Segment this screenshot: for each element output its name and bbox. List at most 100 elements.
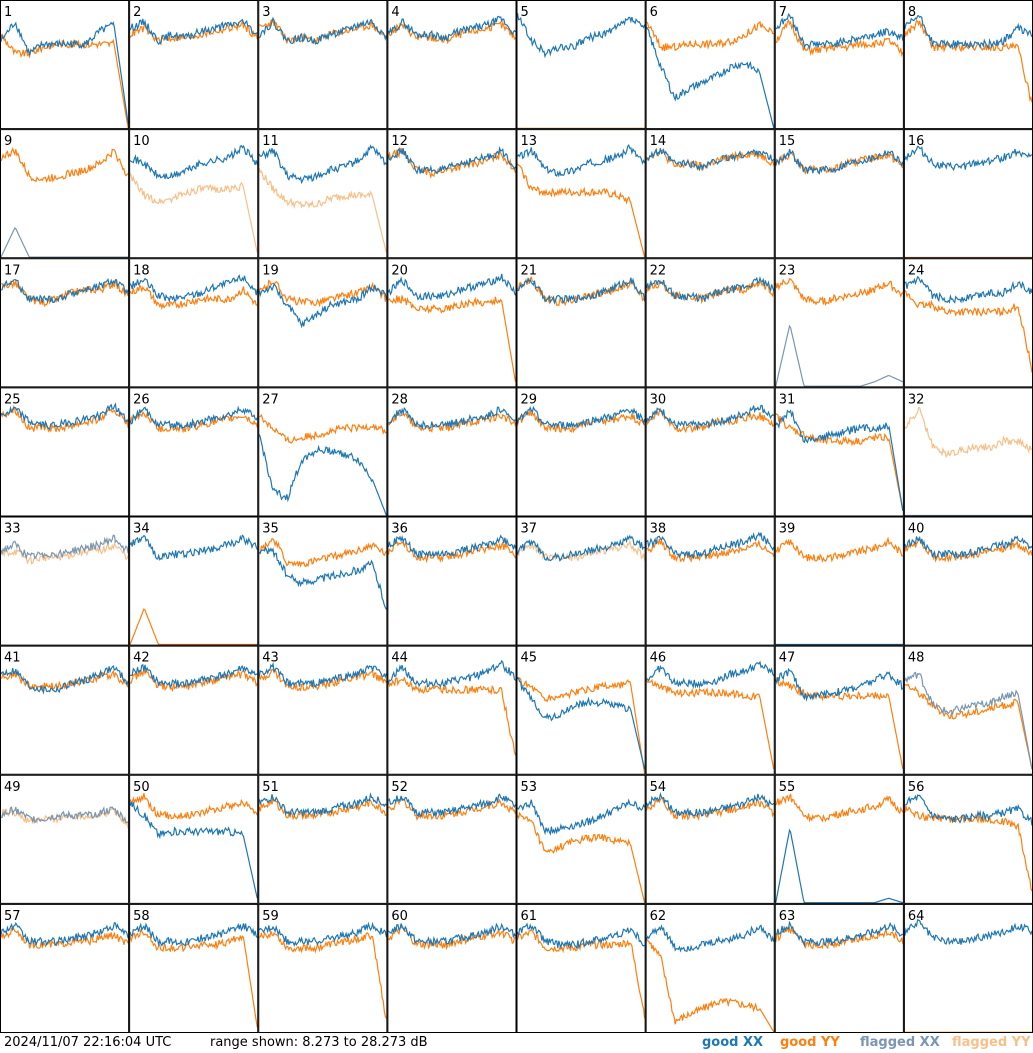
series-xx-62: [646, 924, 775, 953]
series-yy-28: [388, 411, 517, 434]
panel-64: 64: [903, 903, 1033, 1033]
series-xx-47: [775, 667, 904, 702]
panel-label-64: 64: [908, 909, 925, 924]
panel-label-35: 35: [262, 522, 279, 537]
panel-label-50: 50: [133, 780, 150, 795]
series-xx-5: [516, 13, 646, 59]
panel-54: 54: [645, 774, 775, 904]
series-xx-57: [0, 922, 129, 947]
series-yy-1: [0, 33, 129, 129]
series-xx-43: [258, 661, 387, 689]
series-yy-57: [0, 927, 129, 950]
panel-border-11: [258, 129, 388, 259]
series-xx-35: [258, 545, 387, 610]
panel-label-15: 15: [779, 134, 796, 149]
panel-56: 56: [903, 774, 1033, 904]
panel-39: 39: [774, 516, 904, 646]
range-label: range shown: 8.273 to 28.273 dB: [210, 1035, 428, 1050]
panel-label-20: 20: [391, 263, 408, 278]
panel-label-12: 12: [391, 134, 408, 149]
series-yy-32: [904, 406, 1033, 459]
panel-29: 29: [516, 387, 646, 517]
panel-label-18: 18: [133, 263, 150, 278]
series-xx-20: [387, 273, 517, 301]
panel-label-45: 45: [521, 651, 538, 666]
series-xx-13: [517, 144, 646, 178]
series-yy-43: [258, 668, 387, 692]
series-yy-3: [259, 19, 387, 45]
panel-border-41: [0, 645, 130, 775]
panel-label-8: 8: [908, 5, 916, 20]
panel-border-6: [645, 0, 775, 130]
series-xx-30: [646, 404, 775, 431]
footer-bar: 2024/11/07 22:16:04 UTC range shown: 8.2…: [0, 1033, 1033, 1053]
panel-label-51: 51: [262, 780, 279, 795]
series-xx-3: [258, 16, 387, 45]
series-yy-9: [0, 147, 129, 184]
panel-border-25: [0, 387, 130, 517]
panel-border-26: [129, 387, 259, 517]
series-xx-8: [904, 15, 1033, 50]
panel-border-54: [645, 774, 775, 904]
series-xx-51: [258, 792, 387, 817]
panel-36: 36: [387, 516, 517, 646]
panel-border-55: [774, 774, 904, 904]
legend-flagged-yy: flagged YY: [952, 1035, 1031, 1050]
panel-51: 51: [258, 774, 388, 904]
panel-border-23: [774, 258, 904, 388]
series-xx-28: [388, 406, 516, 430]
panel-border-12: [387, 129, 517, 259]
panel-24: 24: [903, 258, 1033, 388]
panel-label-42: 42: [133, 651, 150, 666]
panel-label-17: 17: [4, 263, 21, 278]
series-yy-11: [258, 167, 387, 253]
panel-border-31: [774, 387, 904, 517]
series-xx-25: [0, 402, 129, 430]
panel-41: 41: [0, 645, 130, 775]
panel-border-46: [645, 645, 775, 775]
series-xx-6: [646, 26, 775, 129]
series-xx-24: [904, 276, 1033, 304]
panel-5: 5: [516, 0, 646, 130]
panel-border-19: [258, 258, 388, 388]
series-yy-31: [775, 412, 904, 512]
panel-label-61: 61: [521, 909, 538, 924]
panel-label-33: 33: [4, 522, 21, 537]
panel-border-21: [516, 258, 646, 388]
series-yy-22: [646, 280, 775, 305]
panel-border-45: [516, 645, 646, 775]
series-yy-34: [129, 608, 258, 646]
panel-label-23: 23: [779, 263, 796, 278]
series-xx-1: [0, 21, 129, 124]
panel-42: 42: [129, 645, 259, 775]
series-xx-23: [775, 324, 904, 387]
panel-22: 22: [645, 258, 775, 388]
panel-border-5: [516, 0, 646, 130]
panel-label-2: 2: [133, 5, 141, 20]
series-xx-64: [904, 919, 1033, 946]
series-xx-21: [517, 277, 646, 305]
panel-46: 46: [645, 645, 775, 775]
panel-border-59: [258, 903, 388, 1033]
panel-7: 7: [774, 0, 904, 130]
panel-label-19: 19: [262, 263, 279, 278]
series-yy-40: [904, 537, 1033, 563]
panel-border-7: [774, 0, 904, 130]
series-yy-42: [129, 668, 258, 693]
panel-border-2: [129, 0, 259, 130]
panel-label-62: 62: [650, 909, 667, 924]
panel-2: 2: [129, 0, 259, 130]
panel-border-28: [387, 387, 517, 517]
panel-border-49: [0, 774, 130, 904]
panel-35: 35: [258, 516, 388, 646]
panel-border-35: [258, 516, 388, 646]
panel-label-4: 4: [391, 5, 399, 20]
panel-border-3: [258, 0, 388, 130]
panel-border-13: [516, 129, 646, 259]
panel-label-56: 56: [908, 780, 925, 795]
panel-label-10: 10: [133, 134, 150, 149]
series-yy-7: [775, 18, 904, 58]
panel-18: 18: [129, 258, 259, 388]
panel-border-42: [129, 645, 259, 775]
